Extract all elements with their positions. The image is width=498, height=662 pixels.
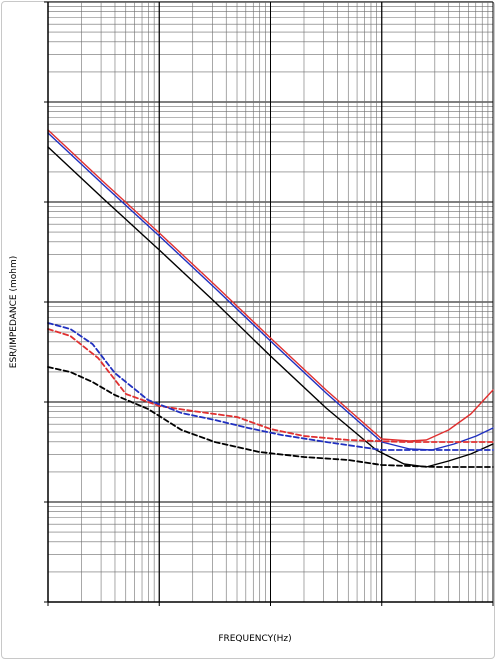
series-line-5-esr	[47, 322, 494, 451]
plot-grid	[47, 1, 494, 603]
series-layer	[47, 129, 494, 468]
x-axis-label: FREQUENCY(Hz)	[218, 634, 291, 644]
plot-axes	[44, 1, 494, 606]
y-axis-label: ESR/IMPEDANCE (mohm)	[9, 256, 19, 368]
series-line-1-impedance	[47, 129, 494, 442]
series-line-4-esr	[47, 328, 494, 443]
series-line-3-impedance	[47, 146, 494, 468]
series-line-6-esr	[47, 366, 494, 468]
